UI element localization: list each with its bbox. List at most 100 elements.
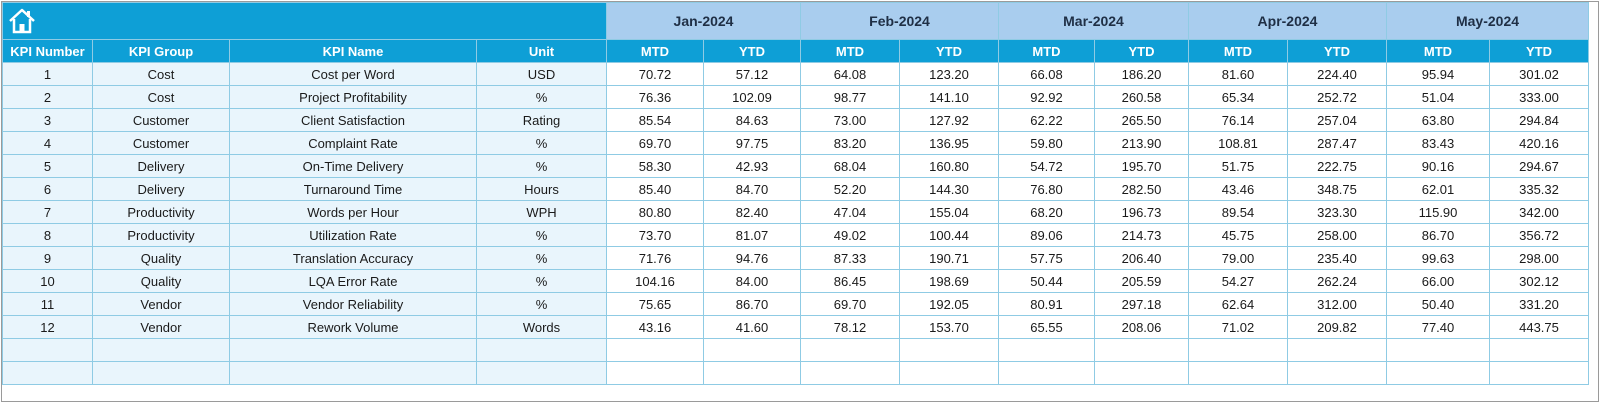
kpi-table: Jan-2024 Feb-2024 Mar-2024 Apr-2024 May-2024… (2, 2, 1589, 385)
column-header: MTD (998, 39, 1095, 63)
cell: 66.08 (998, 62, 1095, 86)
empty-cell (476, 338, 607, 362)
cell: 287.47 (1287, 131, 1387, 155)
month-header: Apr-2024 (1188, 2, 1387, 40)
empty-cell (1287, 361, 1387, 385)
empty-cell (606, 338, 704, 362)
cell: % (476, 292, 607, 316)
cell: % (476, 269, 607, 293)
cell: 57.12 (703, 62, 801, 86)
cell: 50.44 (998, 269, 1095, 293)
cell: 71.02 (1188, 315, 1288, 339)
cell: 94.76 (703, 246, 801, 270)
data-row: 2 Cost Project Profitability% 76.36 102.09 98… (2, 85, 1589, 109)
cell: 6 (2, 177, 93, 201)
column-header: YTD (1094, 39, 1189, 63)
column-header: YTD (899, 39, 999, 63)
cell: 136.95 (899, 131, 999, 155)
empty-cell (899, 361, 999, 385)
cell: Rating (476, 108, 607, 132)
cell: Delivery (92, 154, 230, 178)
cell: 206.40 (1094, 246, 1189, 270)
cell: 86.45 (800, 269, 900, 293)
cell: 65.55 (998, 315, 1095, 339)
cell: 224.40 (1287, 62, 1387, 86)
column-header: MTD (800, 39, 900, 63)
cell: 10 (2, 269, 93, 293)
cell: 77.40 (1386, 315, 1490, 339)
empty-cell (2, 338, 93, 362)
cell: 51.75 (1188, 154, 1288, 178)
data-row: 10 Quality LQA Error Rate% 104.16 84.00 86.45… (2, 269, 1589, 293)
column-header: YTD (1489, 39, 1589, 63)
data-row: 9 Quality Translation Accuracy% 71.76 94.76 8… (2, 246, 1589, 270)
cell: % (476, 154, 607, 178)
cell: 80.91 (998, 292, 1095, 316)
cell: 54.72 (998, 154, 1095, 178)
cell: 97.75 (703, 131, 801, 155)
cell: 262.24 (1287, 269, 1387, 293)
cell: 76.80 (998, 177, 1095, 201)
empty-cell (1188, 338, 1288, 362)
cell: 11 (2, 292, 93, 316)
home-cell (2, 2, 607, 40)
cell: 79.00 (1188, 246, 1288, 270)
empty-cell (229, 338, 477, 362)
cell: 75.65 (606, 292, 704, 316)
cell: 144.30 (899, 177, 999, 201)
home-icon[interactable] (7, 7, 37, 35)
cell: 342.00 (1489, 200, 1589, 224)
cell: 104.16 (606, 269, 704, 293)
cell: 186.20 (1094, 62, 1189, 86)
column-header: KPI Name (229, 39, 477, 63)
cell: 208.06 (1094, 315, 1189, 339)
cell: 81.07 (703, 223, 801, 247)
cell: 115.90 (1386, 200, 1490, 224)
empty-cell (606, 361, 704, 385)
cell: Customer (92, 131, 230, 155)
month-header: Feb-2024 (800, 2, 999, 40)
cell: Words (476, 315, 607, 339)
cell: Productivity (92, 200, 230, 224)
cell: 9 (2, 246, 93, 270)
cell: 141.10 (899, 85, 999, 109)
empty-cell (1386, 361, 1490, 385)
cell: 59.80 (998, 131, 1095, 155)
cell: 85.54 (606, 108, 704, 132)
cell: 68.20 (998, 200, 1095, 224)
cell: Words per Hour (229, 200, 477, 224)
cell: % (476, 131, 607, 155)
cell: 71.76 (606, 246, 704, 270)
empty-cell (899, 338, 999, 362)
data-row: 12 Vendor Rework Volume Words 43.16 41.60 78.1… (2, 315, 1589, 339)
cell: 43.46 (1188, 177, 1288, 201)
column-header: KPI Number (2, 39, 93, 63)
cell: 50.40 (1386, 292, 1490, 316)
cell: 265.50 (1094, 108, 1189, 132)
cell: 196.73 (1094, 200, 1189, 224)
cell: USD (476, 62, 607, 86)
cell: LQA Error Rate (229, 269, 477, 293)
cell: 108.81 (1188, 131, 1288, 155)
data-row: 8 Productivity Utilization Rate% 73.70 81.07… (2, 223, 1589, 247)
cell: 64.08 (800, 62, 900, 86)
cell: 282.50 (1094, 177, 1189, 201)
cell: 294.67 (1489, 154, 1589, 178)
cell: 205.59 (1094, 269, 1189, 293)
cell: 41.60 (703, 315, 801, 339)
cell: Quality (92, 269, 230, 293)
empty-cell (1094, 361, 1189, 385)
cell: Hours (476, 177, 607, 201)
cell: 222.75 (1287, 154, 1387, 178)
cell: 294.84 (1489, 108, 1589, 132)
cell: 62.22 (998, 108, 1095, 132)
cell: 190.71 (899, 246, 999, 270)
cell: 66.00 (1386, 269, 1490, 293)
data-row: 5 Delivery On-Time Delivery% 58.30 42.93 68.0… (2, 154, 1589, 178)
cell: 323.30 (1287, 200, 1387, 224)
cell: 7 (2, 200, 93, 224)
cell: Project Profitability (229, 85, 477, 109)
cell: WPH (476, 200, 607, 224)
empty-cell (1489, 338, 1589, 362)
cell: Client Satisfaction (229, 108, 477, 132)
